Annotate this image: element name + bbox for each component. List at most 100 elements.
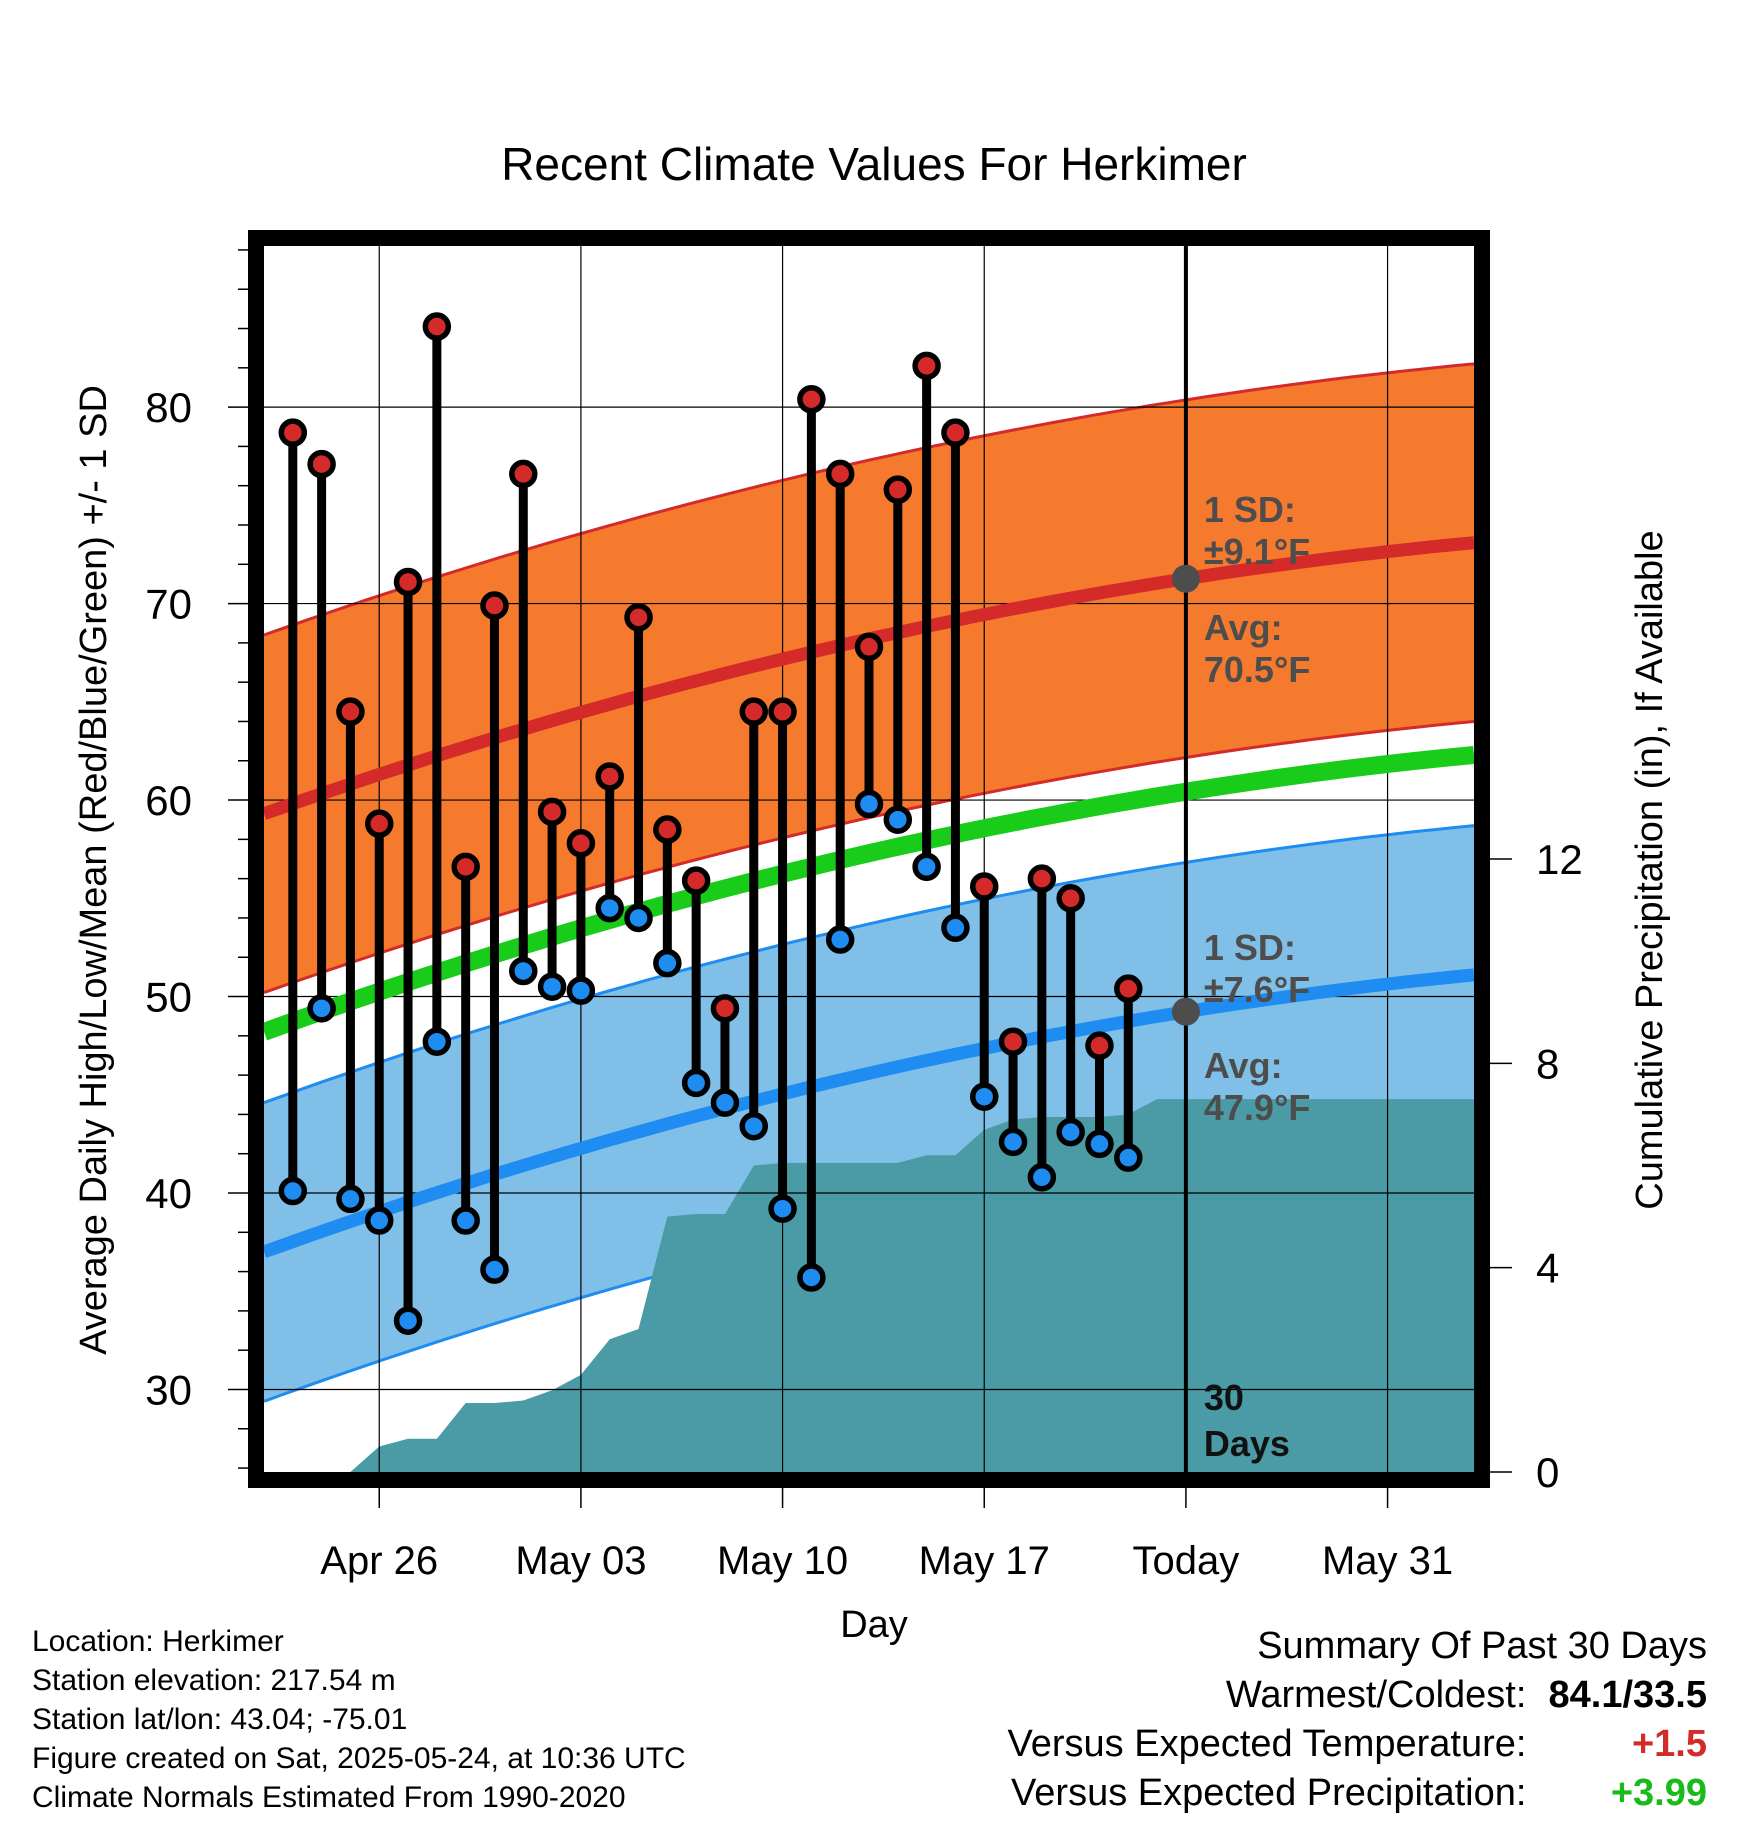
daily-low-dot (566, 976, 596, 1005)
daily-high-dot (797, 385, 826, 414)
daily-low-dot (509, 956, 538, 986)
daily-low-dot (653, 948, 682, 978)
location-text: Location: Herkimer (32, 1625, 284, 1658)
high-avg-value: 70.5°F (1204, 649, 1310, 690)
daily-high-dot (883, 475, 913, 504)
daily-low-dot (393, 1306, 423, 1335)
today-high-avg-marker (1171, 564, 1200, 593)
daily-high-dot (1114, 974, 1143, 1003)
daily-low-dot (969, 1082, 999, 1111)
y-axis-label: Average Daily High/Low/Mean (Red/Blue/Gr… (73, 385, 115, 1355)
daily-high-dot (595, 762, 624, 791)
x-tick-label-may-31: May 31 (1322, 1539, 1453, 1583)
days-count-label: 30 (1204, 1377, 1244, 1418)
daily-low-dot (710, 1088, 740, 1117)
today-low-avg-marker (1171, 997, 1200, 1026)
daily-low-dot (739, 1111, 769, 1141)
warm-cold-label: Warmest/Coldest: (1225, 1674, 1527, 1716)
high-band-upper-edge (264, 362, 1474, 637)
warm-cold-value: 84.1/33.5 (1548, 1674, 1707, 1716)
daily-low-dot (364, 1206, 394, 1235)
low-sd-band (264, 825, 1474, 1402)
precip-value: +3.99 (1610, 1772, 1707, 1814)
precip-area (292, 1099, 1474, 1472)
daily-low-dot (480, 1255, 509, 1284)
y-tick-label-70: 70 (145, 581, 192, 628)
precip-row: Versus Expected Precipitation: +3.99 (1008, 1769, 1707, 1818)
daily-low-dot (1027, 1163, 1057, 1192)
latlon-text: Station lat/lon: 43.04; -75.01 (32, 1703, 408, 1736)
high-sd-label: 1 SD: (1204, 489, 1296, 530)
daily-high-dot (1056, 884, 1085, 913)
daily-high-dot (422, 312, 452, 341)
daily-low-dot (422, 1027, 452, 1056)
daily-high-dot (509, 459, 538, 489)
daily-high-dot (336, 697, 365, 726)
daily-high-dot (653, 815, 682, 844)
daily-high-dot (969, 872, 999, 901)
daily-high-dot (710, 994, 740, 1023)
daily-high-dot (566, 829, 596, 858)
plot-frame (248, 230, 1490, 1488)
daily-high-dot (768, 697, 797, 726)
daily-low-dot (1114, 1143, 1143, 1172)
high-avg-label: Avg: (1204, 607, 1283, 648)
days-word-label: Days (1204, 1423, 1290, 1464)
summary-heading: Summary Of Past 30 Days (1257, 1625, 1707, 1667)
station-info: Location: Herkimer Station elevation: 21… (32, 1622, 686, 1817)
daily-high-dot (624, 603, 653, 632)
daily-high-dot (278, 418, 308, 447)
daily-high-dot (854, 632, 884, 662)
daily-low-dot (1056, 1117, 1085, 1147)
y2-tick-label-0: 0 (1536, 1449, 1559, 1496)
daily-low-dot (998, 1127, 1028, 1157)
daily-low-dot (681, 1068, 711, 1098)
y-tick-label-30: 30 (145, 1366, 192, 1413)
y2-axis-label: Cumulative Precipitation (in), If Availa… (1629, 530, 1671, 1209)
daily-low-dot (336, 1184, 365, 1214)
low-avg-label: Avg: (1204, 1045, 1283, 1086)
y-tick-label-50: 50 (145, 974, 192, 1021)
x-axis-label: Day (840, 1604, 908, 1646)
y2-tick-label-12: 12 (1536, 836, 1583, 883)
x-tick-label-may-17: May 17 (919, 1539, 1050, 1583)
temp-label: Versus Expected Temperature: (1007, 1723, 1527, 1765)
chart-title: Recent Climate Values For Herkimer (501, 138, 1247, 190)
temp-row: Versus Expected Temperature: +1.5 (1008, 1720, 1707, 1769)
daily-low-dot (797, 1263, 826, 1292)
daily-low-dot (537, 972, 567, 1001)
daily-low-dot (883, 805, 913, 834)
daily-low-dot (451, 1206, 480, 1235)
daily-high-dot (912, 351, 941, 381)
daily-high-dot (537, 797, 567, 827)
daily-high-dot (1085, 1031, 1114, 1060)
y2-tick-label-4: 4 (1536, 1245, 1559, 1292)
low-sd-label: 1 SD: (1204, 927, 1296, 968)
daily-low-dot (1085, 1129, 1114, 1159)
daily-low-dot (307, 994, 336, 1023)
x-tick-label-today: Today (1133, 1539, 1240, 1583)
daily-low-dot (941, 913, 970, 943)
daily-high-dot (941, 418, 970, 447)
daily-low-dot (912, 852, 941, 882)
x-tick-label-apr-26: Apr 26 (320, 1539, 438, 1583)
warm-cold-row: Warmest/Coldest: 84.1/33.5 (1008, 1671, 1707, 1720)
y-tick-label-40: 40 (145, 1170, 192, 1217)
plot-inner (264, 246, 1474, 1472)
daily-high-dot (825, 459, 855, 489)
daily-high-dot (393, 567, 423, 597)
x-tick-label-may-03: May 03 (515, 1539, 646, 1583)
daily-high-dot (451, 852, 480, 882)
daily-high-dot (364, 809, 394, 838)
daily-high-dot (998, 1027, 1028, 1056)
daily-high-dot (739, 697, 769, 726)
daily-low-dot (768, 1194, 797, 1223)
low-sd-value: ±7.6°F (1204, 969, 1310, 1010)
daily-low-dot (854, 789, 884, 819)
precip-label: Versus Expected Precipitation: (1011, 1772, 1527, 1814)
normals-text: Climate Normals Estimated From 1990-2020 (32, 1781, 626, 1814)
summary-panel: Summary Of Past 30 Days Warmest/Coldest:… (1008, 1622, 1707, 1818)
elevation-text: Station elevation: 217.54 m (32, 1664, 396, 1697)
daily-low-dot (624, 903, 653, 933)
